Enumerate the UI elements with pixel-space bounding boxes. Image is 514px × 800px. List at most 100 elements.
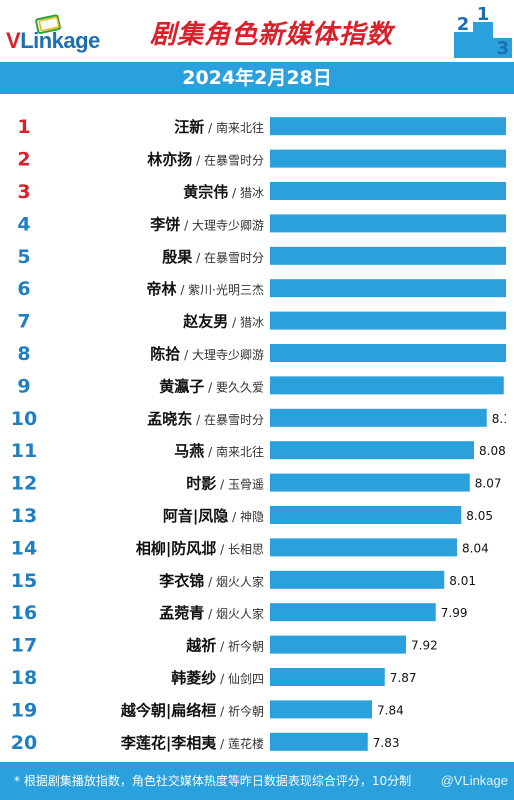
score-bar — [270, 376, 504, 395]
character-name: 马燕 — [174, 442, 204, 460]
character-name: 黄宗伟 — [183, 183, 228, 201]
drama-name: / 烟火人家 — [204, 574, 264, 589]
row-label: 赵友男 / 猎冰 — [182, 313, 264, 331]
score-value: 7.84 — [377, 703, 404, 717]
character-name: 李衣锦 — [158, 572, 204, 590]
row-label: 韩菱纱 / 仙剑四 — [171, 669, 264, 687]
vlinkage-logo: VLinkage — [6, 14, 124, 53]
weibo-watermark: @VLinkage — [440, 773, 508, 788]
score-bar — [270, 311, 506, 330]
drama-name: / 大理寺少卿游 — [180, 218, 264, 232]
score-bar — [270, 603, 436, 622]
rank-number: 18 — [11, 667, 37, 689]
character-name: 李饼 — [149, 215, 180, 233]
character-name: 越今朝|扁络桓 — [120, 701, 216, 720]
score-bar — [270, 668, 385, 686]
drama-name: / 祈今朝 — [216, 639, 264, 654]
rank-number: 3 — [17, 181, 30, 203]
drama-name: / 紫川·光明三杰 — [177, 283, 265, 297]
drama-name: / 在暴雪时分 — [192, 251, 264, 265]
character-name: 韩菱纱 — [171, 669, 216, 687]
character-name: 殷果 — [162, 248, 193, 266]
character-name: 越祈 — [185, 637, 216, 655]
character-name: 孟菀青 — [159, 604, 204, 622]
score-value: 7.83 — [373, 736, 400, 750]
score-value: 8.04 — [462, 541, 489, 555]
row-label: 李衣锦 / 烟火人家 — [158, 572, 264, 590]
page-title: 剧集角色新媒体指数 — [150, 20, 394, 50]
rank-number: 15 — [11, 570, 37, 592]
row-label: 孟晓东 / 在暴雪时分 — [147, 410, 264, 428]
drama-name: / 在暴雪时分 — [192, 154, 264, 168]
score-bar — [270, 441, 474, 460]
score-bar — [270, 473, 470, 492]
score-bar — [270, 408, 487, 427]
drama-name: / 长相思 — [216, 542, 264, 556]
character-name: 帝林 — [146, 280, 177, 298]
rank-number: 5 — [17, 246, 30, 268]
drama-name: / 仙剑四 — [216, 671, 264, 686]
drama-name: / 烟火人家 — [204, 606, 264, 621]
score-bar — [270, 570, 445, 589]
drama-name: / 大理寺少卿游 — [180, 348, 264, 362]
rank-number: 2 — [17, 149, 30, 171]
brand-rest: Linkage — [20, 28, 100, 53]
character-name: 赵友男 — [182, 313, 228, 331]
row-label: 越祈 / 祈今朝 — [185, 637, 264, 655]
podium-1: 1 — [477, 6, 490, 25]
score-bar — [270, 635, 406, 654]
score-bar — [270, 246, 506, 265]
character-name: 黄瀛子 — [159, 377, 204, 395]
rank-number: 13 — [11, 505, 37, 527]
score-bar — [270, 732, 368, 751]
score-value: 7.99 — [441, 606, 468, 620]
score-value: 8.11 — [492, 412, 506, 426]
score-bar — [270, 506, 462, 524]
header: VLinkage 剧集角色新媒体指数 2 1 3 — [0, 0, 514, 62]
score-value: 8.05 — [466, 509, 493, 523]
rank-number: 19 — [11, 699, 37, 721]
score-bar — [270, 344, 506, 362]
brand-text: VLinkage — [6, 28, 100, 54]
drama-name: / 在暴雪时分 — [192, 413, 264, 427]
score-bar — [270, 149, 506, 168]
character-name: 时影 — [186, 475, 216, 493]
row-label: 汪新 / 南来北往 — [174, 118, 264, 136]
row-label: 陈拾 / 大理寺少卿游 — [150, 345, 264, 363]
score-bar — [270, 700, 372, 719]
rank-number: 16 — [11, 602, 37, 624]
row-label: 时影 / 玉骨遥 — [186, 475, 264, 493]
score-bar — [270, 214, 506, 233]
character-name: 李莲花|李相夷 — [120, 734, 217, 753]
character-name: 相柳|防风邶 — [136, 539, 216, 558]
rank-number: 6 — [17, 278, 30, 300]
score-value: 8.07 — [475, 477, 502, 491]
drama-name: / 祈今朝 — [216, 703, 264, 718]
drama-name: / 猎冰 — [228, 316, 264, 330]
podium-icon: 2 1 3 — [454, 6, 512, 58]
score-bar — [270, 117, 506, 136]
rank-number: 14 — [11, 537, 37, 559]
rank-number: 1 — [17, 116, 30, 138]
row-label: 黄瀛子 / 要久久爱 — [159, 377, 264, 395]
rank-number: 8 — [17, 343, 30, 365]
rank-number: 10 — [11, 408, 37, 430]
row-label: 相柳|防风邶 / 长相思 — [136, 539, 264, 558]
score-bar — [270, 279, 506, 298]
score-value: 8.08 — [479, 444, 506, 458]
score-value: 8.01 — [449, 574, 476, 588]
drama-name: / 要久久爱 — [204, 380, 264, 394]
row-label: 马燕 / 南来北往 — [174, 442, 264, 460]
podium-2: 2 — [457, 14, 470, 35]
rank-number: 4 — [17, 213, 30, 235]
score-bar — [270, 182, 506, 200]
row-label: 越今朝|扁络桓 / 祈今朝 — [120, 701, 264, 720]
row-label: 殷果 / 在暴雪时分 — [162, 248, 264, 266]
podium-3: 3 — [497, 38, 510, 58]
character-name: 孟晓东 — [147, 410, 192, 428]
score-value: 7.87 — [390, 671, 417, 685]
card-icon — [35, 14, 61, 34]
score-value: 7.92 — [411, 639, 438, 653]
rank-number: 12 — [11, 473, 37, 495]
